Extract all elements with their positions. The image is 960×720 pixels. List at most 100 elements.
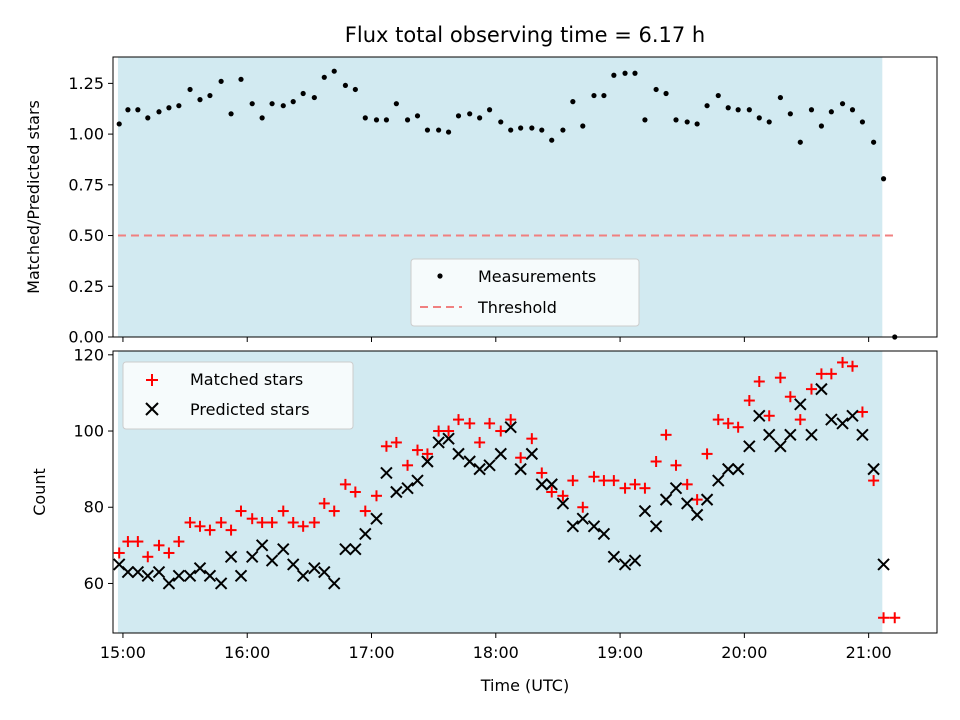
predicted-star-point xyxy=(349,542,362,556)
predicted-star-point xyxy=(712,474,725,487)
matched-star-point xyxy=(856,406,868,418)
matched-star-point xyxy=(194,520,206,532)
measurement-point xyxy=(715,92,721,99)
predicted-star-point xyxy=(359,527,372,541)
measurement-point xyxy=(611,72,617,78)
measurement-point xyxy=(880,176,887,182)
matched-star-point xyxy=(701,448,713,460)
matched-star-point xyxy=(287,516,299,528)
top-panel: Flux total observing time = 6.17 h 0.000… xyxy=(24,23,938,347)
predicted-star-point xyxy=(296,569,310,583)
bottom-legend-matched-marker xyxy=(146,374,158,386)
matched-star-point xyxy=(225,524,237,536)
predicted-star-point xyxy=(255,539,269,552)
predicted-star-point xyxy=(141,569,155,583)
xtick-label: 15:00 xyxy=(100,643,146,662)
predicted-star-point xyxy=(774,440,787,453)
matched-star-point xyxy=(495,425,507,437)
measurement-point xyxy=(508,127,514,133)
measurement-point xyxy=(601,92,607,99)
predicted-star-point xyxy=(473,462,486,476)
measurement-point xyxy=(383,117,390,123)
bottom-legend-predicted-label: Predicted stars xyxy=(190,400,310,419)
matched-star-point xyxy=(588,471,600,483)
xtick-label: 19:00 xyxy=(597,643,643,662)
matched-star-point xyxy=(505,414,517,426)
measurement-point xyxy=(290,99,296,105)
measurement-point xyxy=(187,86,193,93)
top-xticks xyxy=(122,337,870,342)
matched-star-point xyxy=(868,475,880,487)
measurement-point xyxy=(228,111,234,117)
measurement-point xyxy=(176,103,182,109)
measurement-point xyxy=(218,78,224,84)
matched-star-point xyxy=(815,368,827,380)
matched-star-point xyxy=(837,356,849,368)
bottom-axes-frame xyxy=(112,350,938,634)
matched-star-point xyxy=(598,475,610,487)
predicted-star-point xyxy=(535,478,548,491)
measurement-point xyxy=(145,115,151,121)
predicted-star-point xyxy=(815,382,828,396)
top-legend: Measurements Threshold xyxy=(410,258,640,327)
predicted-star-point xyxy=(421,455,434,468)
matched-star-point xyxy=(173,536,185,548)
measurement-point xyxy=(622,70,628,76)
matched-star-point xyxy=(805,383,817,395)
measurement-point xyxy=(539,127,545,133)
predicted-star-point xyxy=(277,542,290,556)
matched-star-point xyxy=(328,505,340,517)
matched-star-point xyxy=(484,417,496,429)
matched-star-point xyxy=(825,368,837,380)
matched-star-point xyxy=(443,425,455,437)
ytick-label: 80 xyxy=(84,498,104,517)
measurement-point xyxy=(808,107,815,113)
bottom-ylabel: Count xyxy=(30,468,49,516)
ytick-label: 100 xyxy=(73,422,104,441)
matched-star-point xyxy=(474,436,486,448)
predicted-star-point xyxy=(463,455,476,468)
measurement-point xyxy=(486,107,493,113)
measurement-point xyxy=(694,121,700,127)
measurement-point xyxy=(197,97,203,103)
top-axes-frame xyxy=(112,56,938,338)
measurement-point xyxy=(839,101,846,107)
measurement-point xyxy=(455,113,462,119)
measurement-point xyxy=(653,86,659,93)
predicted-star-point xyxy=(721,462,735,476)
measurement-point xyxy=(424,127,431,133)
matched-star-point xyxy=(349,486,361,498)
matched-star-point xyxy=(753,375,765,387)
measurement-point xyxy=(166,105,172,111)
ytick-label: 1.00 xyxy=(68,125,104,144)
measurement-point xyxy=(684,119,690,125)
matched-star-point xyxy=(515,452,527,464)
predicted-star-point xyxy=(576,512,589,525)
predicted-star-point xyxy=(836,417,849,430)
matched-star-point xyxy=(712,414,724,426)
predicted-star-point xyxy=(690,508,704,522)
predicted-star-point xyxy=(183,569,197,583)
matched-star-point xyxy=(453,414,465,426)
predicted-star-point xyxy=(525,447,539,461)
matched-star-point xyxy=(277,505,289,517)
matched-star-point xyxy=(629,478,641,490)
matched-star-point xyxy=(256,516,268,528)
measurement-point xyxy=(207,92,213,99)
predicted-star-point xyxy=(649,520,663,533)
ytick-label: 0.50 xyxy=(68,226,104,245)
measurement-point xyxy=(393,101,399,107)
bottom-xticks: 15:00 16:00 17:00 18:00 19:00 20:00 21:00 xyxy=(100,633,892,662)
measurement-point xyxy=(787,111,793,117)
measurement-point xyxy=(570,99,576,105)
bottom-xlabel: Time (UTC) xyxy=(480,676,569,695)
matched-star-point xyxy=(153,539,165,551)
matched-star-point xyxy=(743,395,755,407)
predicted-star-point xyxy=(193,562,207,575)
matched-star-point xyxy=(732,421,744,433)
matched-star-point xyxy=(577,501,589,513)
predicted-star-point xyxy=(794,398,807,411)
predicted-star-point xyxy=(867,462,880,476)
matched-star-point xyxy=(639,482,651,494)
matched-star-point xyxy=(318,497,330,509)
